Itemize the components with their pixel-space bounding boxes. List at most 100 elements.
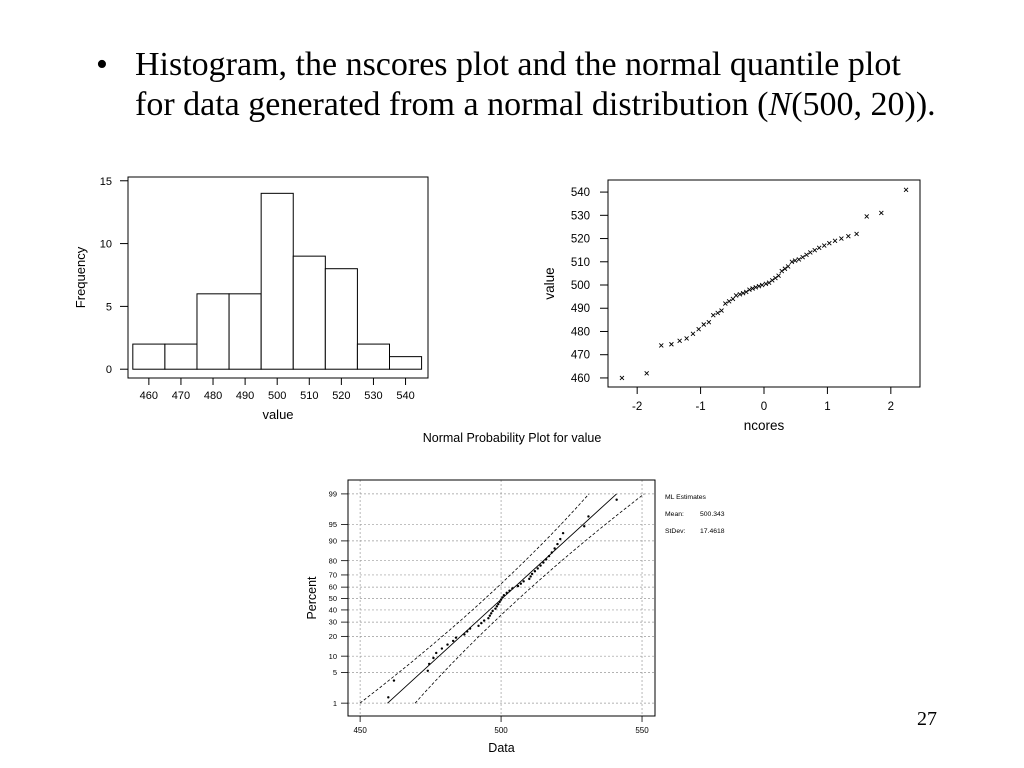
y-axis-label: Frequency [73,246,88,308]
probability-point [432,656,435,660]
scatter-point [854,231,859,237]
scatter-point [816,245,822,251]
y-tick-label: 30 [329,618,337,627]
histogram-frame [127,176,429,379]
probability-point [488,614,492,617]
probability-point [498,600,501,604]
probability-point [556,542,559,546]
scatter-point [796,257,802,262]
bullet-text-line-2: for data generated from a normal distrib… [135,85,936,125]
scatter-point [733,293,739,298]
probability-point [550,551,554,554]
histogram-bar [292,255,326,370]
scatter-point [737,291,743,297]
probability-point [508,589,511,592]
x-tick-label: 510 [300,390,318,402]
x-tick-label: 460 [140,390,158,402]
probability-point [490,612,493,615]
y-tick-label: 460 [571,373,590,385]
x-axis-label: value [262,407,293,422]
chart-title: Normal Probability Plot for value [423,431,602,445]
y-tick-label: 530 [571,210,590,222]
probability-point [528,577,531,581]
x-tick-label: -2 [632,401,642,413]
scatter-point [753,285,759,290]
y-tick-label: 80 [329,556,337,565]
y-tick-label: 60 [329,583,337,592]
x-axis-label: ncores [744,418,785,433]
histogram-bar [228,293,262,370]
y-tick-label: 0 [106,364,112,376]
legend-title: ML Estimates [665,494,707,501]
y-tick-label: 50 [329,594,337,603]
x-tick-label: -1 [695,401,705,413]
distribution-symbol: N [768,86,792,123]
y-tick-label: 1 [333,699,337,708]
probplot-frame [347,479,656,717]
probability-point [559,537,562,541]
probability-point [491,609,494,613]
scatter-point [763,281,769,287]
probability-point [392,679,396,682]
line-2-text: for data generated from a normal distrib… [135,86,769,123]
probability-point [615,498,618,501]
x-tick-label: 520 [332,390,350,402]
probability-point [499,598,503,601]
probability-point [427,662,431,666]
scatter-point [846,233,851,239]
scatter-point [619,375,625,381]
x-tick-label: 470 [172,390,190,402]
probability-point [511,587,514,590]
scatter-point [903,187,909,193]
probability-point [542,561,545,564]
histogram-bar [324,268,358,370]
y-tick-label: 470 [571,350,590,362]
probability-point [463,633,466,636]
x-axis-label: Data [488,741,514,755]
bullet: • [96,46,108,83]
scatter-point [740,290,746,296]
histogram-bar [388,356,423,370]
legend-value: 17.4618 [700,528,725,535]
probability-point [529,575,532,578]
scatter-point [658,343,664,348]
probability-point [533,570,537,573]
probability-point [451,639,455,643]
scatter-point [839,236,844,241]
probability-point [536,567,539,570]
probability-point [505,591,508,595]
histogram-chart: 460 470 480 490 500 510 520 530 540051015valueFr… [73,176,429,422]
scatter-point [773,275,778,281]
probability-point [387,696,390,699]
scatter-point [864,214,870,219]
scatter-point [792,258,798,263]
scatter-point [800,254,806,260]
scatter-point [696,326,702,332]
legend-label: StDev: [665,528,686,535]
scatter-point [832,238,838,244]
histogram-bar [356,343,390,370]
normal-probability-plot: Normal Probability Plot for value 1 5 10 20 3… [305,431,725,755]
scatter-point [719,308,724,313]
probability-point [522,580,525,583]
scatter-point [766,280,772,286]
page-number: 27 [917,708,937,730]
scatter-point [878,210,884,216]
y-tick-label: 95 [329,520,337,529]
probability-point [587,515,590,518]
x-tick-label: 490 [236,390,254,402]
probability-point [544,558,548,561]
probability-point [561,531,565,535]
fit-line [387,493,617,704]
y-tick-label: 5 [333,668,337,677]
x-tick-label: 500 [494,726,508,735]
y-tick-label: 510 [571,257,590,269]
scatter-point [759,282,765,288]
probability-point [487,616,490,620]
x-tick-label: 1 [824,401,830,413]
probability-point [547,554,551,558]
scatter-point [782,266,788,272]
x-tick-label: 450 [353,726,367,735]
y-tick-label: 10 [329,652,337,661]
y-tick-label: 15 [100,176,112,188]
